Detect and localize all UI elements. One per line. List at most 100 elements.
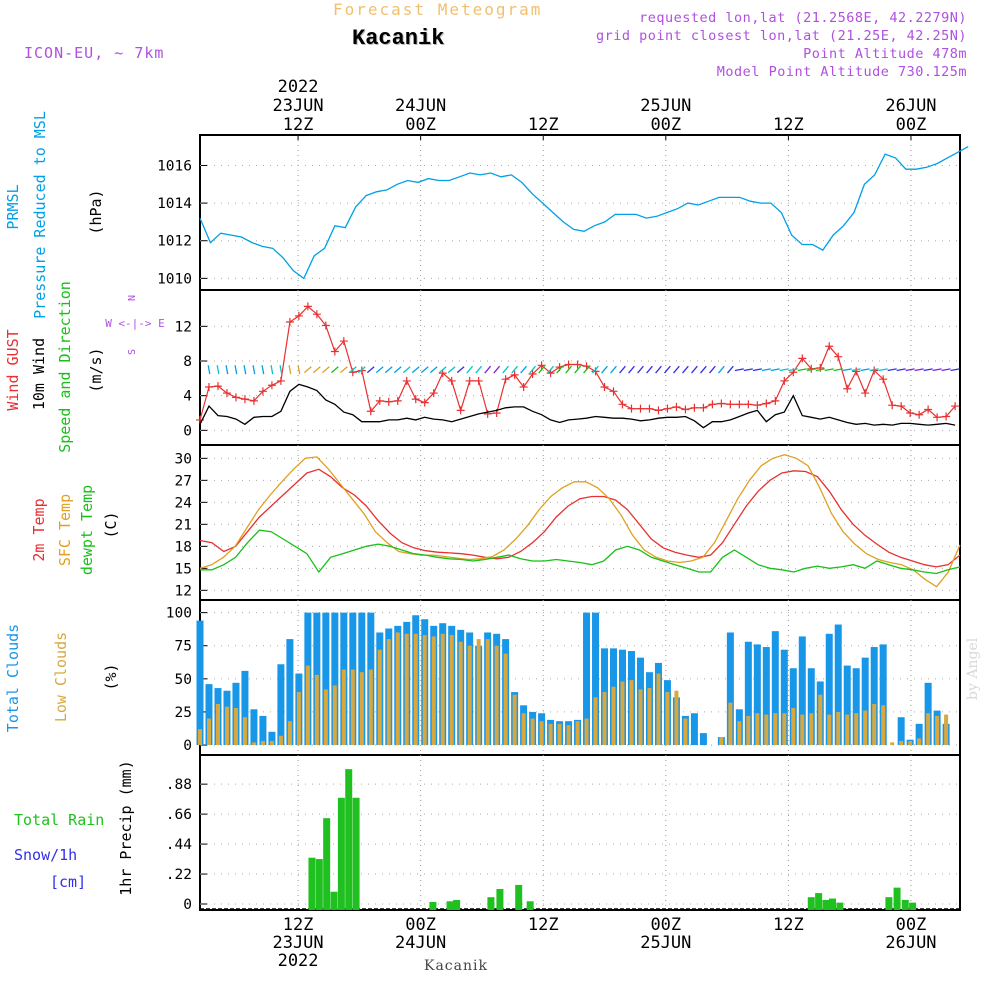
y-tick-label: 12 <box>175 583 192 599</box>
temp-y-axis: 12 15 18 21 24 27 30 <box>175 451 960 599</box>
low-cloud-bar <box>233 707 238 746</box>
wind-direction-arrow <box>833 368 843 372</box>
temp-unit: (C) <box>102 511 120 538</box>
time-label-bottom: 00Z <box>650 915 681 935</box>
panel-frame <box>199 444 961 601</box>
time-label-bottom: 25JUN <box>640 933 691 953</box>
wind-direction-arrow <box>330 366 339 374</box>
low-cloud-bar <box>809 713 814 746</box>
compass-south: S <box>127 349 138 355</box>
pressure-label-line1: PRMSL <box>4 184 22 229</box>
total-cloud-bar <box>870 647 878 746</box>
low-cloud-bar <box>494 645 499 746</box>
low-cloud-bar <box>539 721 544 746</box>
total-cloud-bar <box>726 632 734 746</box>
low-cloud-bar <box>890 742 895 746</box>
wind-direction-arrow <box>941 368 951 372</box>
total-cloud-bar <box>879 644 887 746</box>
wind-gust-marker <box>942 412 951 421</box>
wind-direction-arrow <box>610 365 617 374</box>
wind-gust-marker <box>852 367 861 376</box>
low-cloud-bar <box>260 741 265 746</box>
wind-direction-arrow <box>851 368 861 372</box>
low-cloud-bar <box>647 688 652 746</box>
wind-direction-arrow <box>637 365 644 374</box>
y-tick-label: 12 <box>175 319 192 335</box>
wind-direction-arrow <box>709 365 716 374</box>
wind-direction-arrow <box>770 368 780 372</box>
low-cloud-bar <box>881 705 886 746</box>
low-cloud-bar <box>863 710 868 746</box>
wind-direction-arrow <box>691 365 698 374</box>
wind-gust-marker <box>510 370 519 379</box>
low-cloud-bar <box>287 721 292 746</box>
wind-gust-marker <box>222 389 231 398</box>
low-cloud-bar <box>215 703 220 746</box>
panel-4 <box>199 754 961 911</box>
wind-gust-marker <box>501 375 510 384</box>
model-name: ICON-EU, ~ 7km <box>24 44 165 62</box>
total-cloud-bar <box>583 612 591 746</box>
wind-direction-arrow <box>243 365 247 375</box>
wind-gust-marker <box>816 363 825 372</box>
wind-direction-arrow <box>815 368 825 372</box>
time-label-bottom: 00Z <box>405 915 436 935</box>
wind-gust-marker <box>915 410 924 419</box>
wind-gust-marker <box>888 401 897 410</box>
low-cloud-bar <box>548 723 553 746</box>
precip-bar <box>836 902 844 910</box>
low-cloud-bar <box>602 692 607 746</box>
wind-direction-arrow <box>207 365 211 375</box>
wind-direction-arrow <box>619 365 626 374</box>
low-cloud-bar <box>251 742 256 746</box>
low-cloud-bar <box>899 741 904 746</box>
snow-legend: Snow/1h <box>14 846 77 864</box>
low-cloud-bar <box>413 633 418 746</box>
wind-direction-arrow <box>565 365 572 374</box>
low-cloud-bar <box>512 694 517 746</box>
low-cloud-bar <box>395 632 400 746</box>
low-cloud-bar <box>917 738 922 746</box>
low-cloud-bar <box>908 741 913 746</box>
wind-direction-arrow <box>727 365 734 374</box>
y-tick-label: 1012 <box>157 234 192 250</box>
wind-gust-marker <box>672 402 681 411</box>
wind-direction-arrow <box>375 366 384 374</box>
y-tick-label: 8 <box>183 354 192 370</box>
total-cloud-bar <box>331 612 339 746</box>
y-tick-label: 1014 <box>157 196 192 212</box>
total-cloud-bar <box>897 717 905 746</box>
panel-0 <box>199 134 961 291</box>
total-cloud-bar <box>807 668 815 746</box>
wind-gust-marker <box>573 360 582 369</box>
low-cloud-bar <box>404 633 409 746</box>
wind-direction-arrow <box>484 365 492 374</box>
total-cloud-bar <box>592 612 600 746</box>
total-cloud-bar <box>277 664 285 746</box>
wind-direction-arrow <box>655 365 662 374</box>
wind-direction-arrow <box>303 366 312 374</box>
time-label-bottom: 00Z <box>896 915 927 935</box>
low-cloud-bar <box>629 680 634 746</box>
precip-bar <box>337 797 345 910</box>
time-label-top: 2022 <box>278 77 319 97</box>
wind-gust-marker <box>726 400 735 409</box>
precip-y-axis: 0 .22 .44 .66 .88 <box>166 777 960 913</box>
wind-direction-arrow <box>752 368 762 372</box>
wind-gust-marker <box>474 376 483 385</box>
wind-direction-arrow <box>574 365 581 374</box>
low-cloud-bar <box>926 713 931 746</box>
wind-direction-arrow <box>896 368 906 372</box>
wind-gust-marker <box>330 347 339 356</box>
temp-2m-label: 2m Temp <box>30 498 48 561</box>
y-tick-label: 0 <box>183 423 192 439</box>
wind-direction-arrow <box>234 365 238 375</box>
low-cloud-bar <box>350 669 355 746</box>
low-cloud-bar <box>791 707 796 746</box>
grid-point-coordinates: grid point closest lon,lat (21.25E, 42.2… <box>596 28 967 44</box>
wind-direction-arrow <box>547 365 554 374</box>
footer-location: Kacanik <box>424 958 488 974</box>
total-cloud-bar <box>915 723 923 746</box>
wind-direction-arrow <box>420 366 429 374</box>
